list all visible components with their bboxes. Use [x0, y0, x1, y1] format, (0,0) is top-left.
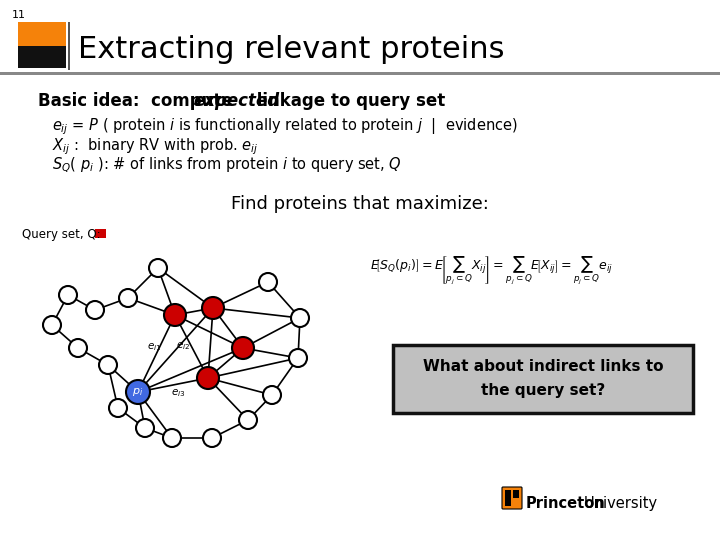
- Text: $X_{ij}$ :  binary RV with prob. $e_{ij}$: $X_{ij}$ : binary RV with prob. $e_{ij}$: [52, 136, 258, 157]
- Circle shape: [239, 411, 257, 429]
- Circle shape: [149, 259, 167, 277]
- Circle shape: [69, 339, 87, 357]
- Text: Query set, Q:: Query set, Q:: [22, 228, 101, 241]
- Circle shape: [136, 419, 154, 437]
- Text: University: University: [584, 496, 658, 511]
- Circle shape: [291, 309, 309, 327]
- Circle shape: [109, 399, 127, 417]
- Text: 11: 11: [12, 10, 26, 20]
- Text: expected: expected: [193, 92, 279, 110]
- Circle shape: [263, 386, 281, 404]
- Text: the query set?: the query set?: [481, 383, 605, 398]
- Bar: [18, 46, 66, 68]
- Circle shape: [126, 380, 150, 404]
- Text: $p_i$: $p_i$: [132, 386, 143, 398]
- Bar: [18, 22, 66, 58]
- Text: linkage to query set: linkage to query set: [251, 92, 445, 110]
- Text: $S_Q$( $p_i$ ): # of links from protein $i$ to query set, $Q$: $S_Q$( $p_i$ ): # of links from protein …: [52, 156, 402, 176]
- Text: Find proteins that maximize:: Find proteins that maximize:: [231, 195, 489, 213]
- Bar: [68, 22, 70, 70]
- Circle shape: [99, 356, 117, 374]
- Bar: [513, 490, 519, 498]
- Text: Princeton: Princeton: [526, 496, 606, 511]
- Circle shape: [259, 273, 277, 291]
- Circle shape: [202, 297, 224, 319]
- Bar: [0, 72, 720, 75]
- Circle shape: [59, 286, 77, 304]
- Circle shape: [232, 337, 254, 359]
- FancyBboxPatch shape: [502, 487, 522, 509]
- Circle shape: [163, 429, 181, 447]
- Text: What about indirect links to: What about indirect links to: [423, 359, 663, 374]
- Bar: [95, 229, 106, 238]
- Text: $e_{i1}$: $e_{i1}$: [148, 342, 162, 353]
- Circle shape: [119, 289, 137, 307]
- Text: $e_{i2}$: $e_{i2}$: [176, 340, 191, 352]
- Text: $e_{ij}$ = $P$ ( protein $i$ is functionally related to protein $j$  |  evidence: $e_{ij}$ = $P$ ( protein $i$ is function…: [52, 116, 518, 137]
- Text: Basic idea:  compute: Basic idea: compute: [38, 92, 238, 110]
- Circle shape: [197, 367, 219, 389]
- Text: Extracting relevant proteins: Extracting relevant proteins: [78, 36, 505, 64]
- Circle shape: [289, 349, 307, 367]
- Circle shape: [164, 304, 186, 326]
- Bar: [393, 345, 693, 413]
- Text: $e_{i3}$: $e_{i3}$: [171, 387, 185, 399]
- Circle shape: [43, 316, 61, 334]
- Circle shape: [86, 301, 104, 319]
- Text: $E\!\left[S_Q(p_i)\right] = E\!\left[\sum_{p_j \subset Q} X_{ij}\right]= \sum_{p: $E\!\left[S_Q(p_i)\right] = E\!\left[\su…: [370, 255, 613, 287]
- Circle shape: [203, 429, 221, 447]
- Bar: [505, 490, 511, 506]
